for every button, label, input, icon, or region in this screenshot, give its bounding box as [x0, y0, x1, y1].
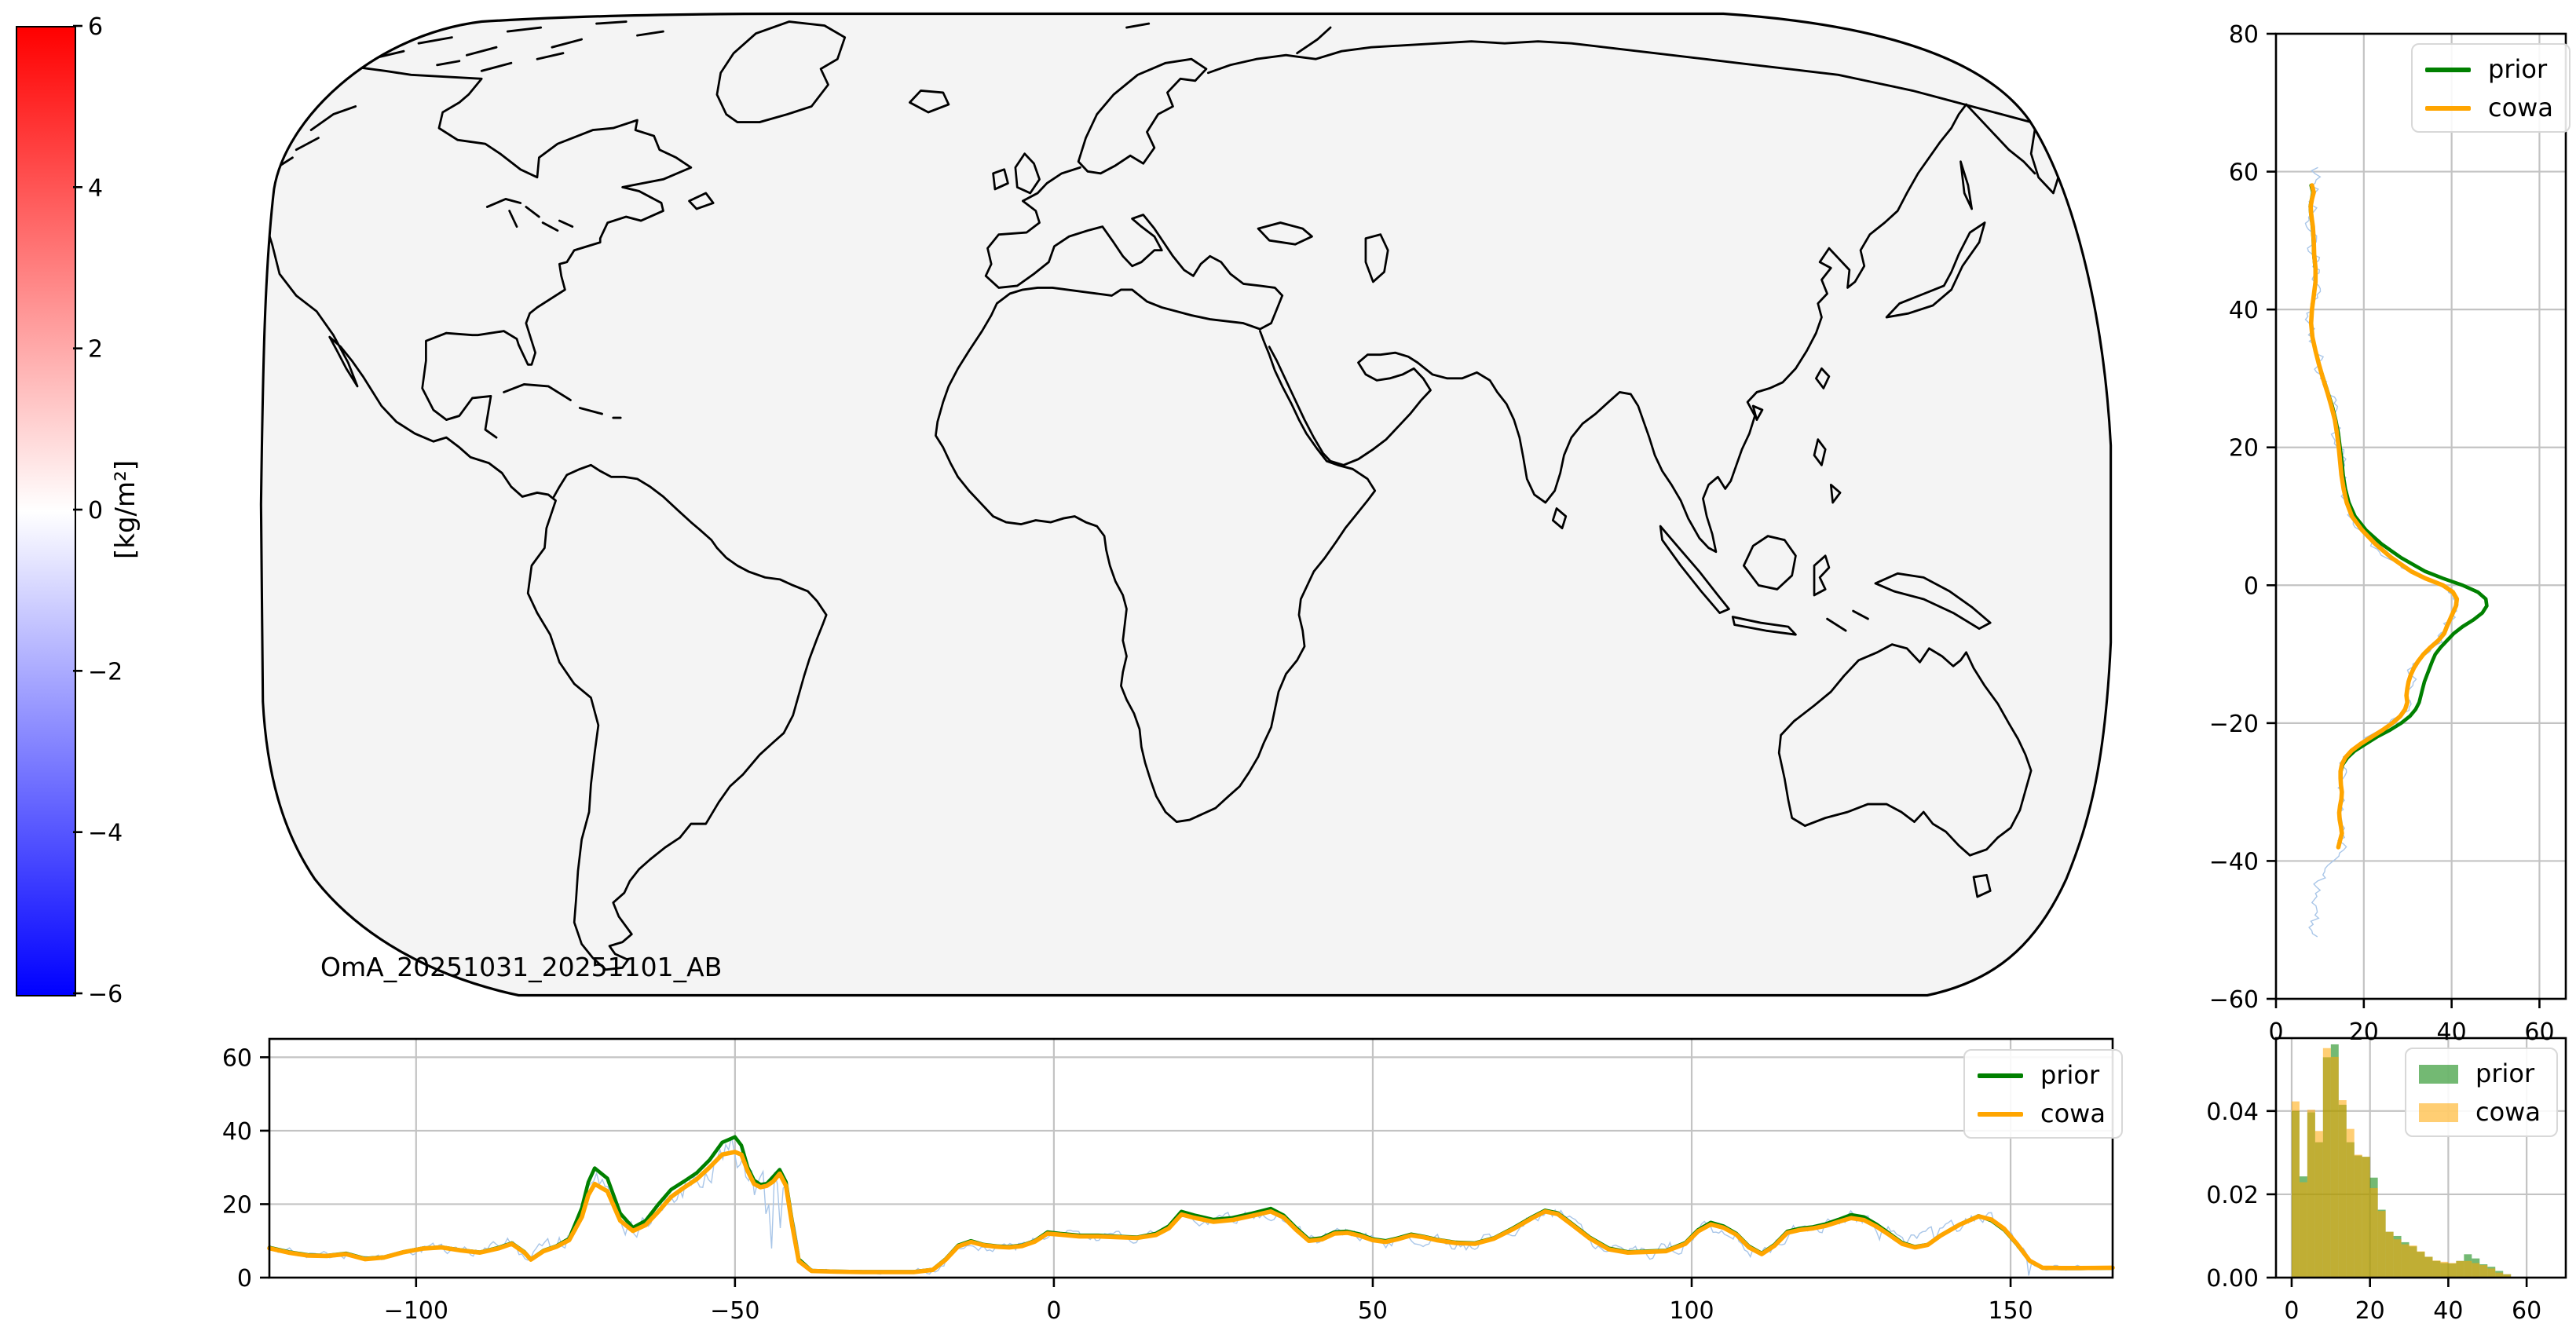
- tick-label: 0.00: [2206, 1265, 2259, 1293]
- prior-line-swatch: [2425, 67, 2471, 72]
- prior-line-swatch: [1978, 1073, 2023, 1078]
- gridlines: [269, 1039, 2113, 1279]
- legend-label-prior: prior: [2488, 54, 2548, 84]
- tick-label: 150: [1988, 1297, 2033, 1325]
- legend-entry-prior: prior: [2419, 1059, 2541, 1088]
- tick-label: 0: [2284, 1297, 2299, 1325]
- tick-label: 0: [237, 1265, 252, 1293]
- tick-label: 6: [88, 13, 103, 41]
- legend-longitude-panel: prior cowa: [1963, 1049, 2123, 1139]
- legend-latitude-panel: prior cowa: [2411, 43, 2571, 133]
- tick-label: 60: [2524, 1018, 2554, 1046]
- panel-spine: [2274, 32, 2567, 1000]
- tick-label: 100: [1669, 1297, 1714, 1325]
- tick-label: −60: [2209, 986, 2259, 1014]
- tick-label: −100: [384, 1297, 448, 1325]
- gridlines: [2274, 32, 2566, 1000]
- legend-entry-prior: prior: [1978, 1060, 2106, 1090]
- cowa-line-swatch: [2425, 105, 2471, 111]
- tick-label: 0.02: [2206, 1182, 2259, 1209]
- legend-histogram-panel: prior cowa: [2405, 1048, 2558, 1138]
- tick-label: 60: [222, 1044, 252, 1072]
- legend-label-prior: prior: [2475, 1059, 2535, 1088]
- legend-entry-prior: prior: [2425, 54, 2553, 84]
- tick-label: −4: [88, 820, 123, 847]
- legend-entry-cowa: cowa: [2425, 93, 2553, 123]
- tick-label: 40: [2433, 1297, 2463, 1325]
- tick-label: −20: [2209, 711, 2259, 738]
- panel-spine: [2274, 1037, 2567, 1279]
- tick-label: 60: [2229, 159, 2259, 187]
- legend-label-prior: prior: [2040, 1060, 2100, 1090]
- tick-label: −2: [88, 658, 123, 686]
- tick-label: −50: [710, 1297, 759, 1325]
- map-annotation: OmA_20251031_20251101_AB: [320, 952, 723, 982]
- prior-line: [2308, 183, 2489, 850]
- legend-label-cowa: cowa: [2475, 1097, 2541, 1128]
- tick-label: 40: [222, 1118, 252, 1146]
- histogram-bars: [2291, 1044, 2512, 1278]
- map-projection-boundary: [259, 12, 2113, 997]
- tick-label: 20: [2355, 1297, 2385, 1325]
- legend-label-cowa: cowa: [2040, 1099, 2106, 1129]
- tick-label: 2: [88, 336, 103, 364]
- tick-label: 40: [2229, 297, 2259, 324]
- tick-label: 20: [222, 1191, 252, 1219]
- tick-label: 0: [2244, 572, 2259, 600]
- tick-label: 0: [88, 497, 103, 525]
- legend-label-cowa: cowa: [2488, 93, 2553, 123]
- tick-label: 4: [88, 174, 103, 202]
- tick-label: 20: [2229, 435, 2259, 463]
- prior-patch-swatch: [2419, 1064, 2458, 1084]
- obs-noisy-line: [2304, 166, 2459, 938]
- cowa-line-swatch: [1978, 1111, 2023, 1117]
- legend-entry-cowa: cowa: [1978, 1099, 2106, 1129]
- cowa-line: [2308, 183, 2460, 850]
- tick-label: 60: [2512, 1297, 2541, 1325]
- colorbar-gradient: [16, 26, 76, 996]
- world-map: [259, 12, 2113, 997]
- obs-noisy-line: [269, 1136, 2113, 1276]
- tick-label: −40: [2209, 848, 2259, 876]
- tick-label: 40: [2437, 1018, 2467, 1046]
- legend-entry-cowa: cowa: [2419, 1097, 2541, 1128]
- tick-label: 0: [1046, 1297, 1061, 1325]
- tick-label: 20: [2349, 1018, 2379, 1046]
- world-map-svg: [259, 12, 2113, 997]
- cowa-line: [267, 1150, 2115, 1274]
- tick-label: 50: [1358, 1297, 1388, 1325]
- tick-label: 80: [2229, 21, 2259, 49]
- panel-spine: [268, 1037, 2114, 1279]
- cowa-patch-swatch: [2419, 1102, 2458, 1122]
- tick-label: −6: [88, 981, 123, 1008]
- tick-label: 0.04: [2206, 1099, 2259, 1126]
